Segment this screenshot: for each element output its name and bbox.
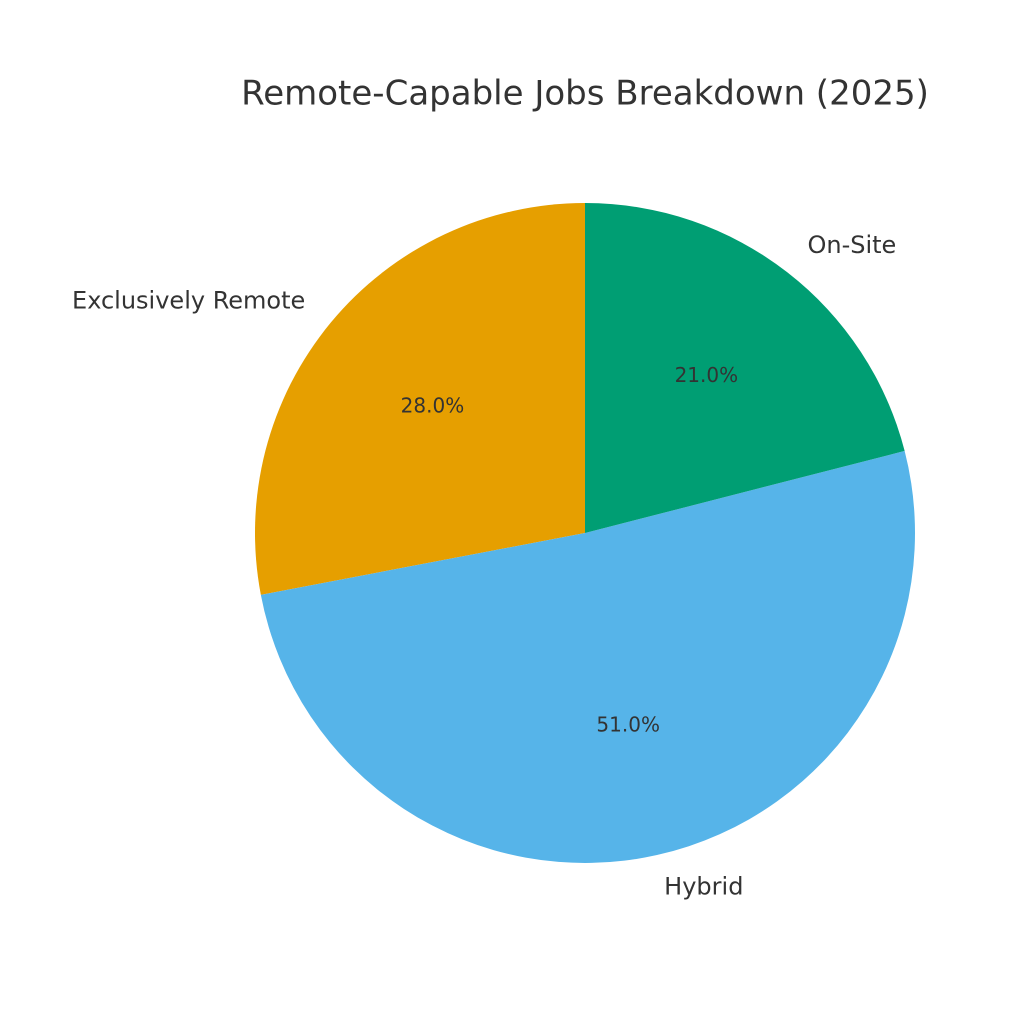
- slice-label: Exclusively Remote: [72, 287, 305, 315]
- pie-slice: [585, 203, 905, 533]
- slice-label: Hybrid: [664, 872, 743, 900]
- value-label: 28.0%: [401, 393, 465, 417]
- slice-label: On-Site: [807, 231, 896, 259]
- pie-slice: [260, 450, 916, 864]
- value-label: 21.0%: [675, 363, 739, 387]
- pie-slice: [255, 203, 586, 595]
- value-label: 51.0%: [596, 713, 660, 737]
- chart-title: Remote-Capable Jobs Breakdown (2025): [241, 74, 929, 114]
